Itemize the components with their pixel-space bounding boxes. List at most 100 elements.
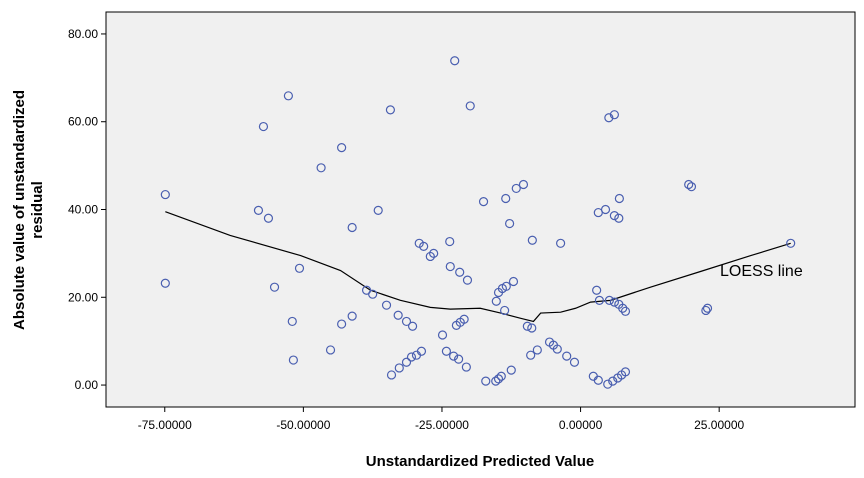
point [511, 183, 521, 194]
point [337, 319, 347, 329]
point [283, 91, 293, 101]
point [501, 193, 511, 204]
point [532, 345, 542, 355]
x-tick-label: 25.00000 [694, 418, 744, 432]
point [461, 362, 471, 372]
point [347, 222, 357, 233]
annotation: LOESS line [720, 263, 803, 280]
point [500, 305, 510, 316]
point [604, 113, 614, 123]
x-axis-label: Unstandardized Predicted Value [366, 453, 594, 470]
point [445, 236, 455, 247]
point [406, 352, 417, 362]
point [786, 238, 796, 248]
point [506, 365, 516, 375]
point [465, 101, 475, 111]
point [592, 285, 602, 295]
point [287, 316, 297, 327]
x-tick-label: -25.00000 [415, 418, 469, 432]
point [160, 189, 170, 200]
loess-line [165, 211, 791, 323]
point [394, 363, 404, 373]
y-axis-label: Absolute value of unstandardized [11, 90, 28, 330]
point [614, 193, 624, 204]
point [609, 297, 619, 307]
point [594, 295, 605, 305]
point [609, 110, 619, 120]
point [684, 179, 694, 190]
point [407, 321, 418, 331]
point [288, 355, 298, 365]
point [368, 289, 378, 299]
point [505, 218, 515, 229]
point [294, 263, 305, 273]
point [160, 278, 170, 288]
point [526, 350, 536, 360]
point [253, 205, 264, 215]
point [527, 235, 537, 245]
y-tick-label: 40.00 [68, 203, 98, 217]
point [478, 197, 489, 207]
point [527, 323, 537, 333]
y-tick-label: 0.00 [75, 378, 99, 392]
point [496, 371, 506, 381]
y-tick-label: 80.00 [68, 27, 98, 41]
point [381, 300, 392, 310]
point [401, 316, 412, 327]
point [481, 376, 491, 386]
point [445, 261, 455, 272]
point [459, 314, 469, 324]
point [385, 105, 396, 115]
point [437, 330, 448, 340]
point [518, 179, 529, 190]
point [491, 296, 501, 306]
point [604, 295, 614, 305]
point [462, 275, 473, 285]
y-tick-label: 60.00 [68, 115, 98, 129]
point [493, 374, 504, 384]
point [316, 163, 326, 173]
x-tick-label: -75.00000 [138, 418, 192, 432]
point [600, 204, 611, 215]
point [686, 182, 697, 192]
point [258, 121, 269, 132]
point [556, 238, 566, 248]
point [454, 354, 464, 364]
point [401, 357, 412, 367]
point [593, 375, 603, 385]
point [562, 351, 572, 361]
point [609, 211, 619, 221]
point [450, 56, 460, 66]
point [501, 281, 511, 291]
y-tick-label: 20.00 [68, 290, 98, 304]
x-tick-label: -50.00000 [276, 418, 330, 432]
point [620, 367, 631, 377]
y-axis-label: residual [29, 181, 46, 239]
point [702, 303, 713, 313]
point [441, 346, 452, 356]
point [455, 267, 465, 277]
x-tick-label: 0.00000 [559, 418, 603, 432]
point [325, 345, 336, 355]
point [620, 306, 631, 316]
point [603, 379, 613, 389]
point [508, 276, 519, 287]
point [522, 321, 532, 331]
point [337, 143, 347, 153]
point [393, 310, 403, 320]
point [618, 303, 628, 313]
point [491, 376, 501, 386]
point [429, 248, 439, 258]
point [416, 346, 427, 356]
point [386, 370, 397, 380]
point [373, 205, 383, 215]
point [701, 305, 711, 316]
point [263, 213, 274, 223]
point [608, 376, 618, 386]
point [269, 282, 280, 292]
plot-area [105, 11, 856, 408]
point [569, 357, 580, 367]
point [347, 311, 357, 321]
point [552, 344, 562, 354]
